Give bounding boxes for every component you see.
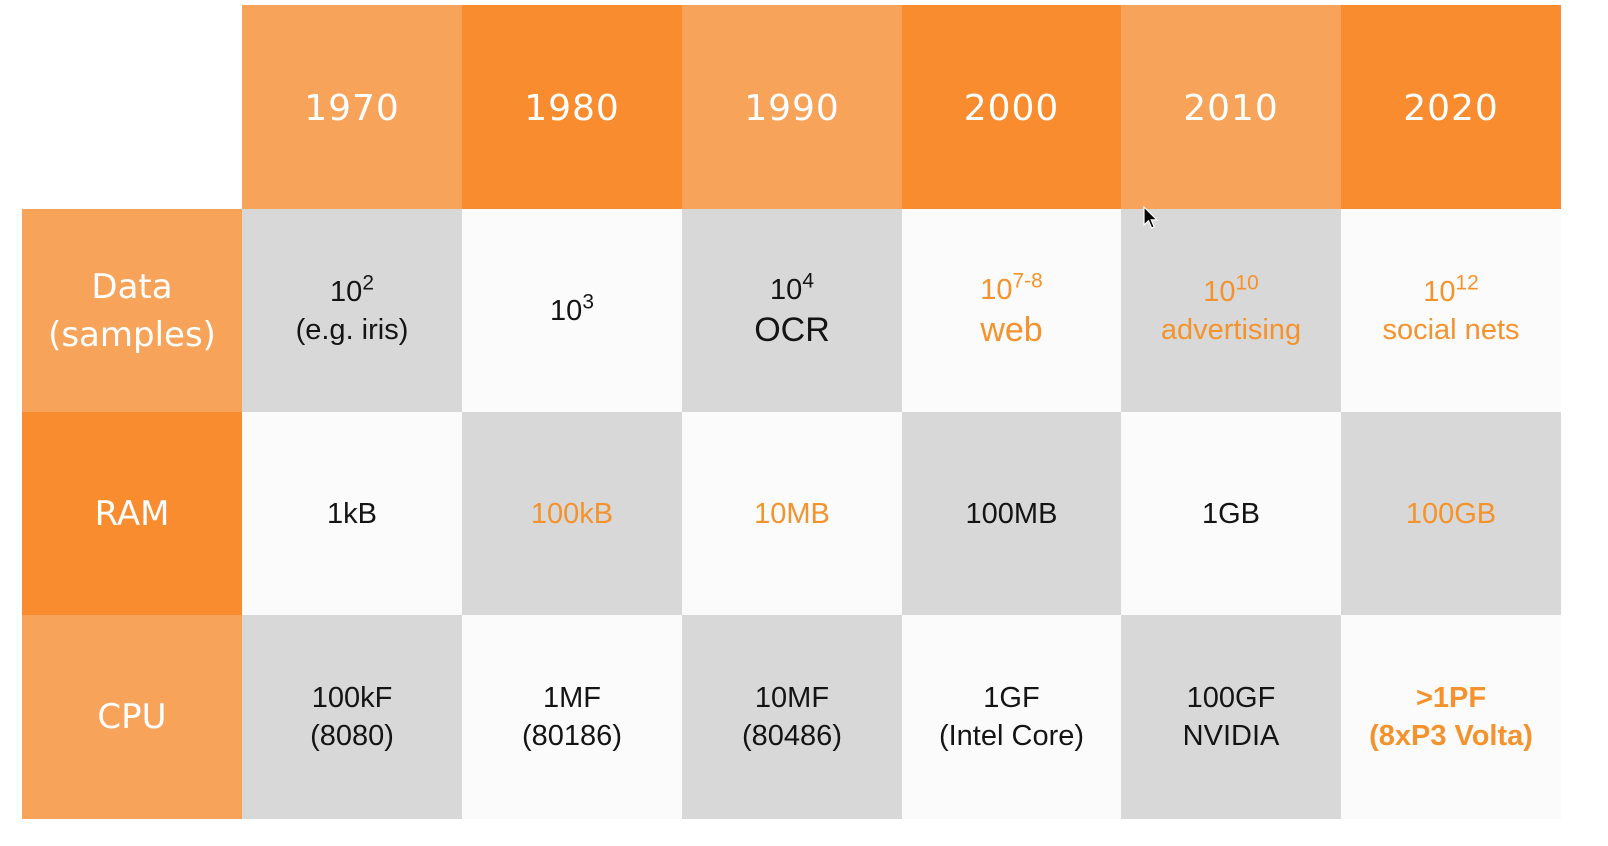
- data-cell-1970: 102 (e.g. iris): [242, 209, 462, 412]
- row-label: RAM: [94, 493, 170, 534]
- data-cell-2020: 1012 social nets: [1341, 209, 1561, 412]
- ram-value: 100MB: [965, 497, 1058, 530]
- cpu-cell-2010: 100GF NVIDIA: [1121, 615, 1341, 819]
- cpu-model: (8xP3 Volta): [1369, 720, 1533, 752]
- year-header-1990: 1990: [682, 5, 902, 209]
- data-magnitude: 102: [330, 271, 374, 308]
- ram-cell-2010: 1GB: [1121, 412, 1341, 615]
- cpu-flops: 10MF: [754, 682, 830, 714]
- year-label: 1990: [744, 87, 840, 129]
- cpu-cell-2000: 1GF (Intel Core): [902, 615, 1121, 819]
- ram-cell-1980: 100kB: [462, 412, 682, 615]
- year-header-1980: 1980: [462, 5, 682, 209]
- data-cell-1990: 104 OCR: [682, 209, 902, 412]
- row-label: Data: [91, 266, 173, 307]
- data-example: social nets: [1382, 313, 1520, 346]
- data-example: advertising: [1160, 313, 1302, 346]
- cpu-model: NVIDIA: [1182, 720, 1280, 752]
- year-header-2020: 2020: [1341, 5, 1561, 209]
- data-example: (e.g. iris): [295, 313, 409, 346]
- mouse-pointer-icon: [1143, 206, 1159, 229]
- cpu-flops: 100kF: [311, 682, 393, 714]
- ram-cell-2000: 100MB: [902, 412, 1121, 615]
- year-label: 1970: [304, 87, 400, 129]
- data-compute-table: 1970 1980 1990 2000 2010 2020 Data (samp…: [22, 5, 1561, 819]
- data-cell-2000: 107-8 web: [902, 209, 1121, 412]
- data-example: web: [980, 310, 1043, 349]
- ram-value: 1kB: [327, 497, 377, 530]
- cpu-model: (Intel Core): [938, 720, 1085, 752]
- cpu-flops: >1PF: [1415, 682, 1487, 714]
- cpu-cell-1990: 10MF (80486): [682, 615, 902, 819]
- year-header-2000: 2000: [902, 5, 1121, 209]
- row-header-cpu: CPU: [22, 615, 242, 819]
- row-label-sub: (samples): [48, 314, 216, 355]
- cpu-flops: 1MF: [543, 682, 601, 714]
- cpu-cell-1970: 100kF (8080): [242, 615, 462, 819]
- row-header-data: Data (samples): [22, 209, 242, 412]
- data-magnitude: 103: [550, 290, 594, 327]
- corner-blank-cell: [22, 5, 242, 209]
- ram-value: 10MB: [754, 497, 830, 530]
- data-example: OCR: [754, 310, 830, 349]
- cpu-cell-2020: >1PF (8xP3 Volta): [1341, 615, 1561, 819]
- year-label: 2000: [963, 87, 1060, 129]
- row-header-ram: RAM: [22, 412, 242, 615]
- cpu-model: (8080): [310, 720, 394, 752]
- ram-value: 100kB: [530, 497, 614, 530]
- year-header-2010: 2010: [1121, 5, 1341, 209]
- year-label: 2010: [1183, 87, 1279, 129]
- ram-cell-1990: 10MB: [682, 412, 902, 615]
- ram-cell-1970: 1kB: [242, 412, 462, 615]
- year-label: 2020: [1403, 87, 1499, 129]
- row-label: CPU: [97, 697, 167, 737]
- cpu-model: (80186): [522, 720, 622, 752]
- data-cell-1980: 103: [462, 209, 682, 412]
- cpu-flops: 1GF: [983, 682, 1040, 714]
- year-label: 1980: [524, 87, 620, 129]
- ram-value: 100GB: [1405, 497, 1497, 530]
- cpu-model: (80486): [742, 720, 842, 752]
- data-magnitude: 1012: [1423, 271, 1479, 308]
- ram-cell-2020: 100GB: [1341, 412, 1561, 615]
- cpu-flops: 100GF: [1186, 682, 1276, 714]
- data-cell-2010: 1010 advertising: [1121, 209, 1341, 412]
- data-magnitude: 104: [770, 269, 814, 306]
- data-magnitude: 1010: [1203, 271, 1259, 308]
- ram-value: 1GB: [1201, 497, 1261, 530]
- cpu-cell-1980: 1MF (80186): [462, 615, 682, 819]
- data-magnitude: 107-8: [980, 269, 1043, 306]
- year-header-1970: 1970: [242, 5, 462, 209]
